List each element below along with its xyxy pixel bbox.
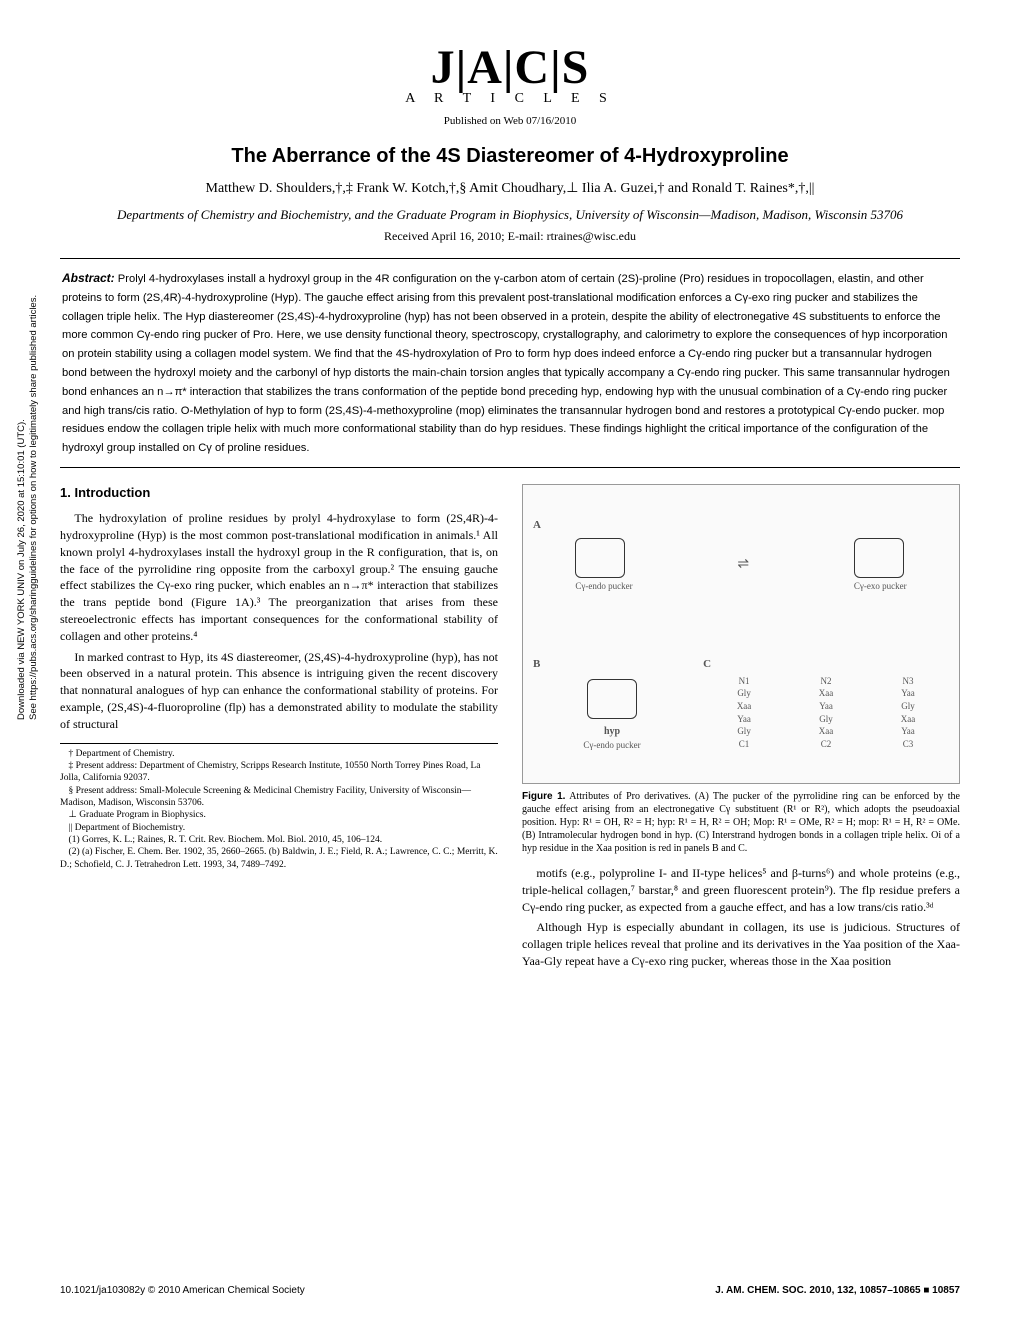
abstract-text: Prolyl 4-hydroxylases install a hydroxyl…: [62, 273, 950, 454]
footnote-perp: ⊥ Graduate Program in Biophysics.: [60, 809, 498, 821]
affiliation: Departments of Chemistry and Biochemistr…: [60, 207, 960, 223]
footnote-dagger: † Department of Chemistry.: [60, 748, 498, 760]
journal-logo-block: J|A|C|S A R T I C L E S: [60, 40, 960, 107]
panelB-label: hyp: [533, 725, 691, 739]
intro-p1: The hydroxylation of proline residues by…: [60, 510, 498, 644]
abstract-box: Abstract: Prolyl 4-hydroxylases install …: [60, 258, 960, 468]
footnotes: † Department of Chemistry. ‡ Present add…: [60, 743, 498, 871]
section-1-heading: 1. Introduction: [60, 484, 498, 502]
reference-2: (2) (a) Fischer, E. Chem. Ber. 1902, 35,…: [60, 846, 498, 871]
journal-logo: J|A|C|S: [431, 40, 590, 95]
panelC-table: N1 N2 N3 GlyXaaYaa XaaYaaGly YaaGlyXaa G…: [703, 675, 949, 751]
figure-1-caption: Figure 1. Attributes of Pro derivatives.…: [522, 790, 960, 855]
left-column: 1. Introduction The hydroxylation of pro…: [60, 484, 498, 974]
hyp-structure-icon: [587, 679, 637, 719]
right-column: A Cγ-endo pucker ⇌ Cγ-exo pucker B: [522, 484, 960, 974]
panelB-sub: Cγ-endo pucker: [533, 739, 691, 752]
intro-p2: In marked contrast to Hyp, its 4S diaste…: [60, 649, 498, 733]
received-line: Received April 16, 2010; E-mail: rtraine…: [60, 229, 960, 244]
figure-1-caption-text: Attributes of Pro derivatives. (A) The p…: [522, 791, 960, 854]
abstract-label: Abstract:: [62, 271, 115, 285]
panelA-right-label: Cγ-exo pucker: [854, 580, 907, 593]
sharing-guidelines: See https://pubs.acs.org/sharingguidelin…: [28, 295, 39, 720]
body-columns: 1. Introduction The hydroxylation of pro…: [60, 484, 960, 974]
col2-p2: Although Hyp is especially abundant in c…: [522, 919, 960, 969]
footnote-parallel: || Department of Biochemistry.: [60, 822, 498, 834]
footnote-section: § Present address: Small-Molecule Screen…: [60, 785, 498, 810]
publication-date: Published on Web 07/16/2010: [60, 115, 960, 127]
figure-1: A Cγ-endo pucker ⇌ Cγ-exo pucker B: [522, 484, 960, 784]
citation: J. AM. CHEM. SOC. 2010, 132, 10857–10865…: [715, 1285, 960, 1296]
reference-1: (1) Gorres, K. L.; Raines, R. T. Crit. R…: [60, 834, 498, 846]
authors: Matthew D. Shoulders,†,‡ Frank W. Kotch,…: [60, 180, 960, 197]
figure-1-label: Figure 1.: [522, 791, 565, 802]
panelA-left-label: Cγ-endo pucker: [575, 580, 632, 593]
doi: 10.1021/ja103082y © 2010 American Chemic…: [60, 1285, 305, 1296]
endo-pucker-icon: [575, 538, 625, 578]
journal-logo-sub: A R T I C L E S: [60, 91, 960, 107]
paper-title: The Aberrance of the 4S Diastereomer of …: [60, 145, 960, 168]
download-notice: Downloaded via NEW YORK UNIV on July 26,…: [16, 419, 27, 720]
footnote-ddagger: ‡ Present address: Department of Chemist…: [60, 760, 498, 785]
exo-pucker-icon: [854, 538, 904, 578]
footer-bar: 10.1021/ja103082y © 2010 American Chemic…: [60, 1285, 960, 1296]
col2-p1: motifs (e.g., polyproline I- and II-type…: [522, 865, 960, 915]
